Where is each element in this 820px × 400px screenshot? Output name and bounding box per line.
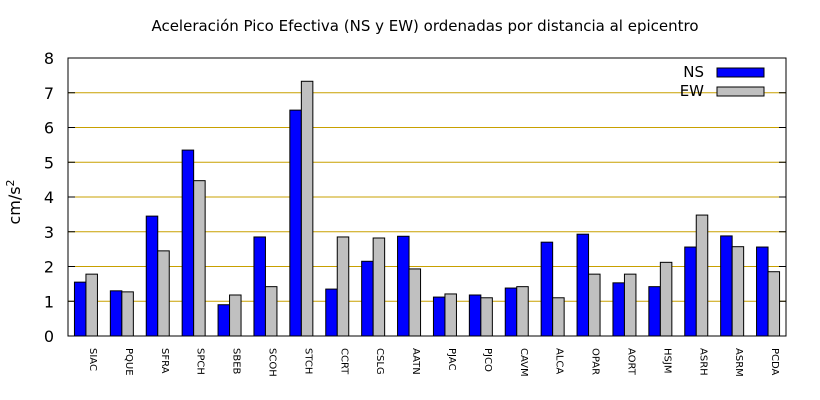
bar-ns-asrm <box>720 235 733 337</box>
bar-ns-opar <box>576 233 590 337</box>
bar-ns-cavm <box>504 287 518 337</box>
x-tick-label-ccrt: CCRT <box>338 348 349 375</box>
x-tick-label-sfra: SFRA <box>159 348 170 374</box>
y-tick-label: 0 <box>44 327 54 346</box>
x-tick-label-pque: PQUE <box>123 348 134 376</box>
y-tick-label: 5 <box>44 153 54 172</box>
y-tick-label: 8 <box>44 49 54 68</box>
bar-ns-pjco <box>468 294 482 337</box>
y-tick-label: 2 <box>44 258 54 277</box>
bar-ew-asrh <box>695 214 709 337</box>
y-tick-label: 1 <box>44 292 54 311</box>
x-tick-label-stch: STCH <box>302 348 313 374</box>
bar-ns-asrh <box>684 246 697 337</box>
bar-ew-aort <box>623 273 637 337</box>
x-tick-label-asrm: ASRM <box>733 348 744 377</box>
bar-ns-pque <box>109 290 123 337</box>
bar-ew-siac <box>85 273 98 337</box>
bar-ew-pjac <box>444 293 457 337</box>
legend-label-ns: NS <box>683 63 704 81</box>
bar-ns-aort <box>612 282 625 337</box>
x-tick-label-asrh: ASRH <box>697 348 708 376</box>
y-axis-label-exponent: 2 <box>4 179 17 186</box>
x-tick-label-cslg: CSLG <box>374 348 385 375</box>
x-tick-label-aatn: AATN <box>410 348 421 375</box>
x-tick-label-pcda: PCDA <box>769 348 780 376</box>
bar-ew-pcda <box>767 271 781 337</box>
bar-ns-sfra <box>145 215 159 337</box>
bar-ns-pjac <box>432 296 446 337</box>
bar-ew-cslg <box>372 237 386 337</box>
bar-ew-sbeb <box>229 294 242 337</box>
bar-ns-ccrt <box>325 288 338 337</box>
bar-ns-aatn <box>397 235 410 337</box>
bar-ew-stch <box>300 80 314 337</box>
bar-ns-scoh <box>253 236 266 337</box>
x-tick-label-aort: AORT <box>625 348 636 376</box>
x-tick-label-pjac: PJAC <box>446 348 457 370</box>
x-tick-label-cavm: CAVM <box>518 348 529 377</box>
bar-ew-cavm <box>516 286 529 337</box>
x-tick-label-sbeb: SBEB <box>231 348 242 375</box>
bar-ns-hsjm <box>648 286 661 337</box>
bar-ew-pque <box>121 291 134 337</box>
chart-title: Aceleración Pico Efectiva (NS y EW) orde… <box>151 17 698 35</box>
x-tick-label-spch: SPCH <box>195 348 206 375</box>
bar-ew-sfra <box>157 250 170 337</box>
y-tick-label: 3 <box>44 223 54 242</box>
bar-ew-asrm <box>731 246 745 337</box>
bar-ew-hsjm <box>659 261 673 337</box>
grid-lines <box>68 92 786 302</box>
y-tick-label: 4 <box>44 188 54 207</box>
y-tick-labels: 0 1 2 3 4 5 6 7 8 <box>44 49 54 346</box>
x-tick-label-siac: SIAC <box>87 348 98 371</box>
x-tick-label-pjco: PJCO <box>482 348 493 372</box>
y-axis-label-base: cm/s <box>5 186 24 224</box>
y-tick-label: 7 <box>44 84 54 103</box>
x-tick-label-hsjm: HSJM <box>661 348 672 373</box>
bar-ew-pjco <box>480 297 493 337</box>
plot-frame <box>67 57 787 337</box>
legend-swatch-ew <box>716 86 765 97</box>
bar-ns-spch <box>181 149 195 337</box>
y-axis-label: cm/s2 <box>4 179 24 224</box>
bar-ns-siac <box>73 281 87 337</box>
legend-label-ew: EW <box>680 82 704 100</box>
bar-ew-opar <box>588 273 601 337</box>
bar-ew-scoh <box>264 286 278 337</box>
bar-ns-sbeb <box>217 304 231 337</box>
x-tick-label-scoh: SCOH <box>266 348 277 377</box>
x-tick-label-alca: ALCA <box>554 348 565 374</box>
y-tick-label: 6 <box>44 119 54 138</box>
bar-ns-pcda <box>756 246 769 337</box>
bar-ew-aatn <box>408 268 422 337</box>
bars <box>73 80 781 337</box>
bar-ns-cslg <box>361 260 374 337</box>
x-tick-label-opar: OPAR <box>590 348 601 375</box>
legend-swatch-ns <box>716 67 765 78</box>
bar-ns-stch <box>289 109 302 337</box>
bar-ns-alca <box>540 241 554 337</box>
bar-ew-spch <box>193 180 206 337</box>
bar-ew-ccrt <box>336 236 350 337</box>
bar-ew-alca <box>552 297 565 337</box>
x-tick-labels: SIAC PQUE SFRA SPCH SBEB SCOH STCH CCRT CSLG AATN… <box>87 348 780 377</box>
